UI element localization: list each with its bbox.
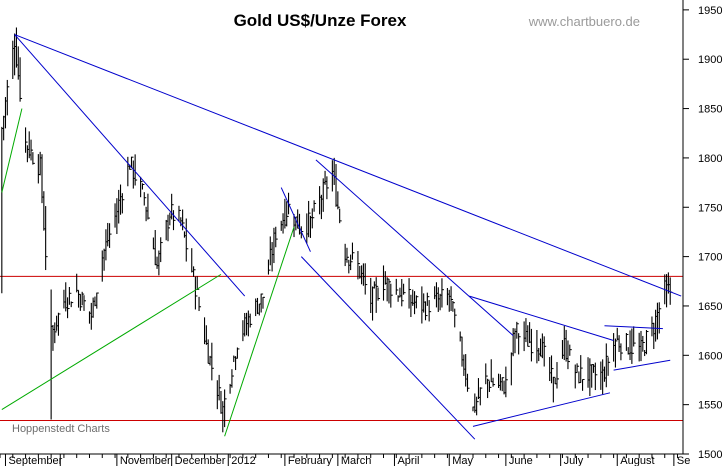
trend-lines bbox=[1, 34, 682, 440]
y-tick-label: 1550 bbox=[698, 400, 722, 412]
trend-line bbox=[604, 325, 663, 330]
y-tick-label: 1750 bbox=[698, 202, 722, 214]
x-tick-label: August bbox=[620, 455, 654, 466]
x-tick-label: May bbox=[452, 455, 473, 466]
y-tick-label: 1500 bbox=[698, 449, 722, 461]
trend-line bbox=[1, 108, 23, 193]
source-label: Hoppenstedt Charts bbox=[12, 423, 110, 435]
plot-area bbox=[0, 0, 683, 454]
y-tick-label: 1600 bbox=[698, 350, 722, 362]
y-tick-label: 1650 bbox=[698, 301, 722, 313]
trend-line bbox=[14, 34, 246, 297]
trend-line bbox=[315, 159, 514, 336]
x-tick-label: February bbox=[288, 455, 333, 466]
y-tick-label: 1900 bbox=[698, 54, 722, 66]
trend-line bbox=[14, 34, 682, 297]
trend-line bbox=[613, 359, 671, 371]
y-tick-label: 1700 bbox=[698, 252, 722, 264]
x-tick-label: 2012 bbox=[231, 455, 255, 466]
watermark: www.chartbuero.de bbox=[528, 14, 640, 29]
x-tick-label: Se bbox=[677, 455, 690, 466]
y-axis-ticks: 1500 1550 1600 1650 1700 1750 1800 1850 1900 1950 bbox=[683, 5, 722, 461]
chart-title: Gold US$/Unze Forex bbox=[234, 11, 407, 30]
trend-line bbox=[1, 273, 222, 411]
trend-line bbox=[224, 226, 295, 437]
x-tick-label: September bbox=[8, 455, 62, 466]
y-tick-label: 1850 bbox=[698, 104, 722, 116]
x-tick-label: November bbox=[120, 455, 171, 466]
x-tick-label: July bbox=[564, 455, 584, 466]
trend-line bbox=[280, 187, 311, 252]
y-tick-label: 1950 bbox=[698, 5, 722, 17]
price-bars bbox=[1, 27, 673, 433]
x-tick-label: December bbox=[175, 455, 226, 466]
x-tick-label: March bbox=[341, 455, 372, 466]
x-tick-label: June bbox=[509, 455, 533, 466]
x-tick-label: April bbox=[397, 455, 419, 466]
trend-line bbox=[469, 295, 614, 341]
trend-line bbox=[472, 392, 611, 427]
horizontal-lines bbox=[0, 275, 683, 421]
x-axis-ticks: September November December 2012 February Mar… bbox=[0, 454, 690, 466]
y-tick-label: 1800 bbox=[698, 153, 722, 165]
trend-line bbox=[300, 256, 476, 440]
